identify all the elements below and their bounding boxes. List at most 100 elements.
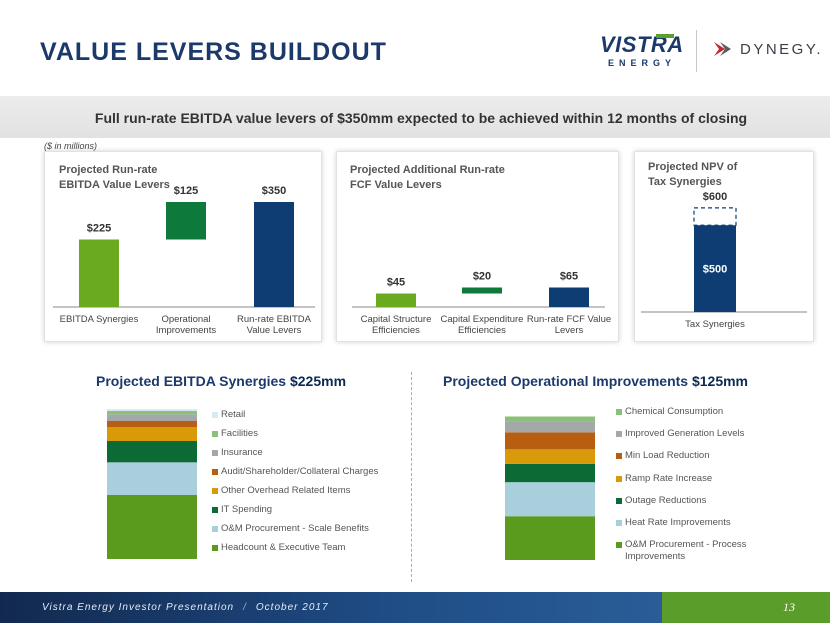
legend-item: Improved Generation Levels	[616, 428, 766, 450]
stack-segment	[505, 416, 595, 422]
stack-segment	[505, 516, 595, 560]
category-label: Value Levers	[247, 325, 302, 336]
bar-tax-synergies	[694, 225, 736, 312]
legend-label: Facilities	[221, 428, 258, 439]
vistra-energy-logo: VISTRA ENERGY	[600, 34, 684, 74]
data-label: $20	[473, 271, 491, 283]
bar-1	[79, 239, 119, 307]
fcf-panel-title: Projected Additional Run-rate FCF Value …	[350, 164, 505, 191]
footer-date: October 2017	[255, 602, 329, 613]
legend-item: Audit/Shareholder/Collateral Charges	[212, 466, 407, 485]
legend-swatch	[212, 507, 218, 513]
legend-label: IT Spending	[221, 504, 273, 515]
vistra-logo-word: VISTRA	[600, 32, 684, 57]
stack-segment	[107, 414, 197, 421]
upside-label: $600	[703, 191, 727, 203]
legend-item: Headcount & Executive Team	[212, 542, 407, 561]
npv-bar-chart: $600 $500 Tax Synergies	[641, 191, 807, 330]
category-label: Efficiencies	[458, 325, 506, 336]
ebitda-synergies-amount: $225mm	[289, 373, 347, 389]
fcf-levers-panel: Projected Additional Run-rate FCF Value …	[336, 151, 619, 342]
footer-accent	[662, 592, 830, 623]
ebitda-waterfall-chart: $225 EBITDA Synergies $125 OperationalImpro…	[53, 185, 315, 336]
category-label: Capital Structure	[361, 314, 432, 325]
legend-item: O&M Procurement - Process Improvements	[616, 539, 766, 563]
banner-text: Full run-rate EBITDA value levers of $35…	[94, 110, 748, 126]
legend-label: O&M Procurement - Scale Benefits	[221, 523, 369, 534]
footer-bar	[0, 592, 662, 623]
ebitda-panel-title: Projected Run-rate EBITDA Value Levers	[59, 164, 170, 191]
legend-swatch	[616, 519, 622, 526]
legend-label: Audit/Shareholder/Collateral Charges	[221, 466, 379, 477]
legend-swatch	[616, 409, 622, 415]
legend-label: Outage Reductions	[625, 494, 707, 506]
logo-divider	[696, 30, 697, 72]
legend-label: Ramp Rate Increase	[625, 472, 713, 484]
legend-swatch	[212, 469, 218, 475]
footer-separator: /	[243, 602, 247, 613]
operational-improvements-heading: Projected Operational Improvements $125m…	[443, 373, 749, 389]
legend-label: Heat Rate Improvements	[625, 516, 731, 528]
stack-segment	[107, 409, 197, 411]
data-label: $350	[262, 185, 286, 197]
category-label: Operational	[161, 314, 210, 325]
operational-legend: Chemical Consumption Improved Generation …	[616, 406, 766, 563]
legend-swatch	[212, 431, 218, 437]
category-label: Capital Expenditure	[441, 314, 524, 325]
legend-item: Outage Reductions	[616, 495, 766, 517]
category-label: Run-rate FCF Value	[527, 314, 611, 325]
stack-segment	[107, 427, 197, 441]
units-note: ($ in millions)	[44, 141, 98, 151]
data-label: $225	[87, 223, 111, 235]
ebitda-levers-panel: Projected Run-rate EBITDA Value Levers $…	[44, 151, 322, 342]
legend-label: Other Overhead Related Items	[221, 485, 351, 496]
stack-segment	[505, 421, 595, 433]
stack-segment	[505, 432, 595, 450]
stack-segment	[505, 463, 595, 483]
legend-swatch	[212, 450, 218, 456]
operational-stacked-bar	[505, 416, 595, 560]
legend-item: Other Overhead Related Items	[212, 485, 407, 504]
synergies-stacked-bar	[107, 409, 197, 559]
legend-item: Retail	[212, 409, 407, 428]
legend-swatch	[616, 453, 622, 460]
footer-text: Vistra Energy Investor Presentation / Octo…	[42, 602, 329, 613]
stack-segment	[505, 449, 595, 464]
category-label: Run-rate EBITDA	[237, 314, 312, 325]
legend-label: Min Load Reduction	[625, 450, 710, 462]
legend-item: Insurance	[212, 447, 407, 466]
legend-label: Headcount & Executive Team	[221, 542, 346, 553]
legend-label: Chemical Consumption	[625, 406, 724, 417]
npv-panel-title: Projected NPV of Tax Synergies	[648, 161, 738, 188]
bar-1	[376, 293, 416, 307]
ebitda-synergies-heading: Projected EBITDA Synergies $225mm	[96, 373, 347, 389]
stack-segment	[107, 411, 197, 415]
dynegy-mark-icon	[714, 42, 731, 56]
category-label: EBITDA Synergies	[60, 314, 139, 325]
category-label: Levers	[555, 325, 584, 336]
legend-item: IT Spending	[212, 504, 407, 523]
data-label: $500	[703, 264, 727, 276]
legend-label: Improved Generation Levels	[625, 428, 745, 440]
legend-label: O&M Procurement - Process Improvements	[625, 539, 747, 563]
legend-swatch	[212, 545, 218, 551]
vistra-logo-sub: ENERGY	[607, 58, 676, 68]
bar-2	[166, 202, 206, 240]
footer-presentation: Vistra Energy Investor Presentation	[42, 602, 235, 613]
legend-item: Min Load Reduction	[616, 450, 766, 472]
page-title: VALUE LEVERS BUILDOUT	[40, 38, 387, 66]
legend-item: Ramp Rate Increase	[616, 473, 766, 495]
legend-swatch	[616, 497, 622, 504]
category-label: Improvements	[156, 325, 216, 336]
legend-item: Facilities	[212, 428, 407, 447]
legend-swatch	[212, 526, 218, 532]
legend-swatch	[616, 475, 622, 482]
category-label: Efficiencies	[372, 325, 420, 336]
data-label: $125	[174, 185, 198, 197]
legend-swatch	[616, 431, 622, 438]
dynegy-logo-word: DYNEGY.	[740, 40, 824, 58]
legend-item: Chemical Consumption	[616, 406, 766, 428]
legend-item: O&M Procurement - Scale Benefits	[212, 523, 407, 542]
dynegy-logo: DYNEGY.	[712, 40, 823, 58]
